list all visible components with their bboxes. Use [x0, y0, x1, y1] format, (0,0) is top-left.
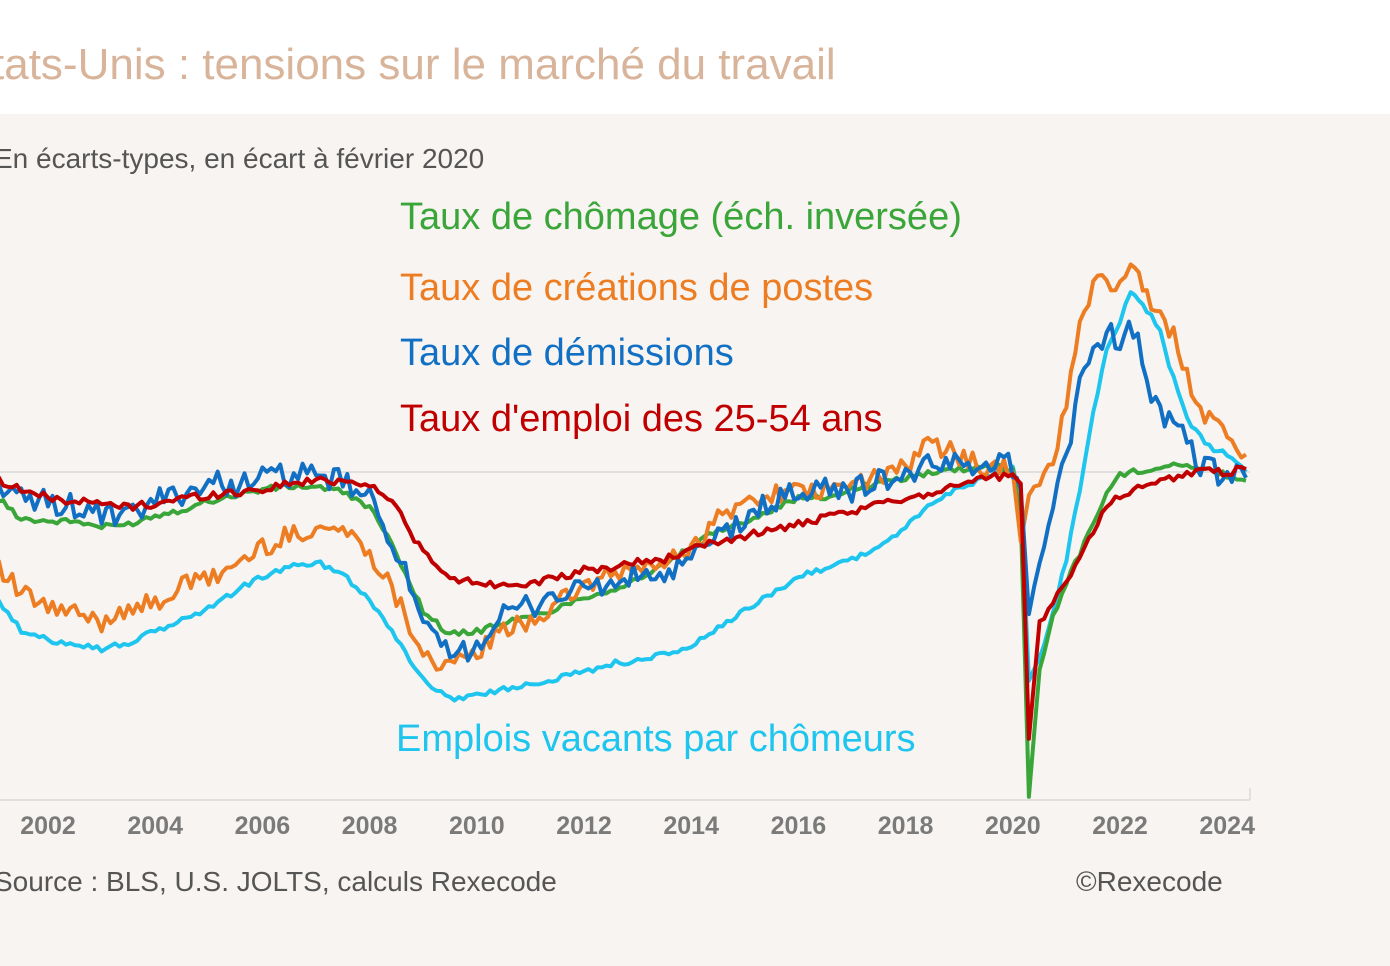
- series-label-creations: Taux de créations de postes: [400, 267, 874, 309]
- x-tick-label: 2002: [20, 812, 76, 840]
- x-tick-label: 2004: [127, 812, 183, 840]
- copyright-note: ©Rexecode: [1076, 866, 1223, 897]
- x-tick-label: 2012: [556, 812, 612, 840]
- x-tick-label: 2014: [663, 812, 719, 840]
- x-tick-label: 2010: [449, 812, 505, 840]
- series-label-chomage: Taux de chômage (éch. inversée): [400, 196, 962, 238]
- series-label-vacants: Emplois vacants par chômeurs: [396, 718, 916, 760]
- series-label-demissions: Taux de démissions: [400, 332, 734, 374]
- x-tick-label: 2008: [342, 812, 398, 840]
- chart-subtitle: En écarts-types, en écart à février 2020: [0, 143, 485, 174]
- x-axis-ticks: 2002 2004 2006 2008 2010 2012 2014 2016 2018 2020…: [20, 812, 1255, 840]
- x-tick-label: 2024: [1199, 812, 1255, 840]
- chart-title: tats-Unis : tensions sur le marché du tr…: [0, 40, 836, 89]
- x-tick-label: 2022: [1092, 812, 1148, 840]
- x-tick-label: 2016: [771, 812, 827, 840]
- x-tick-label: 2020: [985, 812, 1041, 840]
- source-note: Source : BLS, U.S. JOLTS, calculs Rexeco…: [0, 866, 557, 897]
- series-line-demissions: [0, 319, 1248, 663]
- series-line-emploi: [0, 464, 1247, 741]
- x-tick-label: 2006: [235, 812, 291, 840]
- x-tick-label: 2018: [878, 812, 934, 840]
- series-line-vacants: [0, 290, 1248, 703]
- series-line-chomage: [0, 461, 1247, 799]
- series-layer: [0, 262, 1248, 799]
- series-label-emploi: Taux d'emploi des 25-54 ans: [400, 398, 883, 440]
